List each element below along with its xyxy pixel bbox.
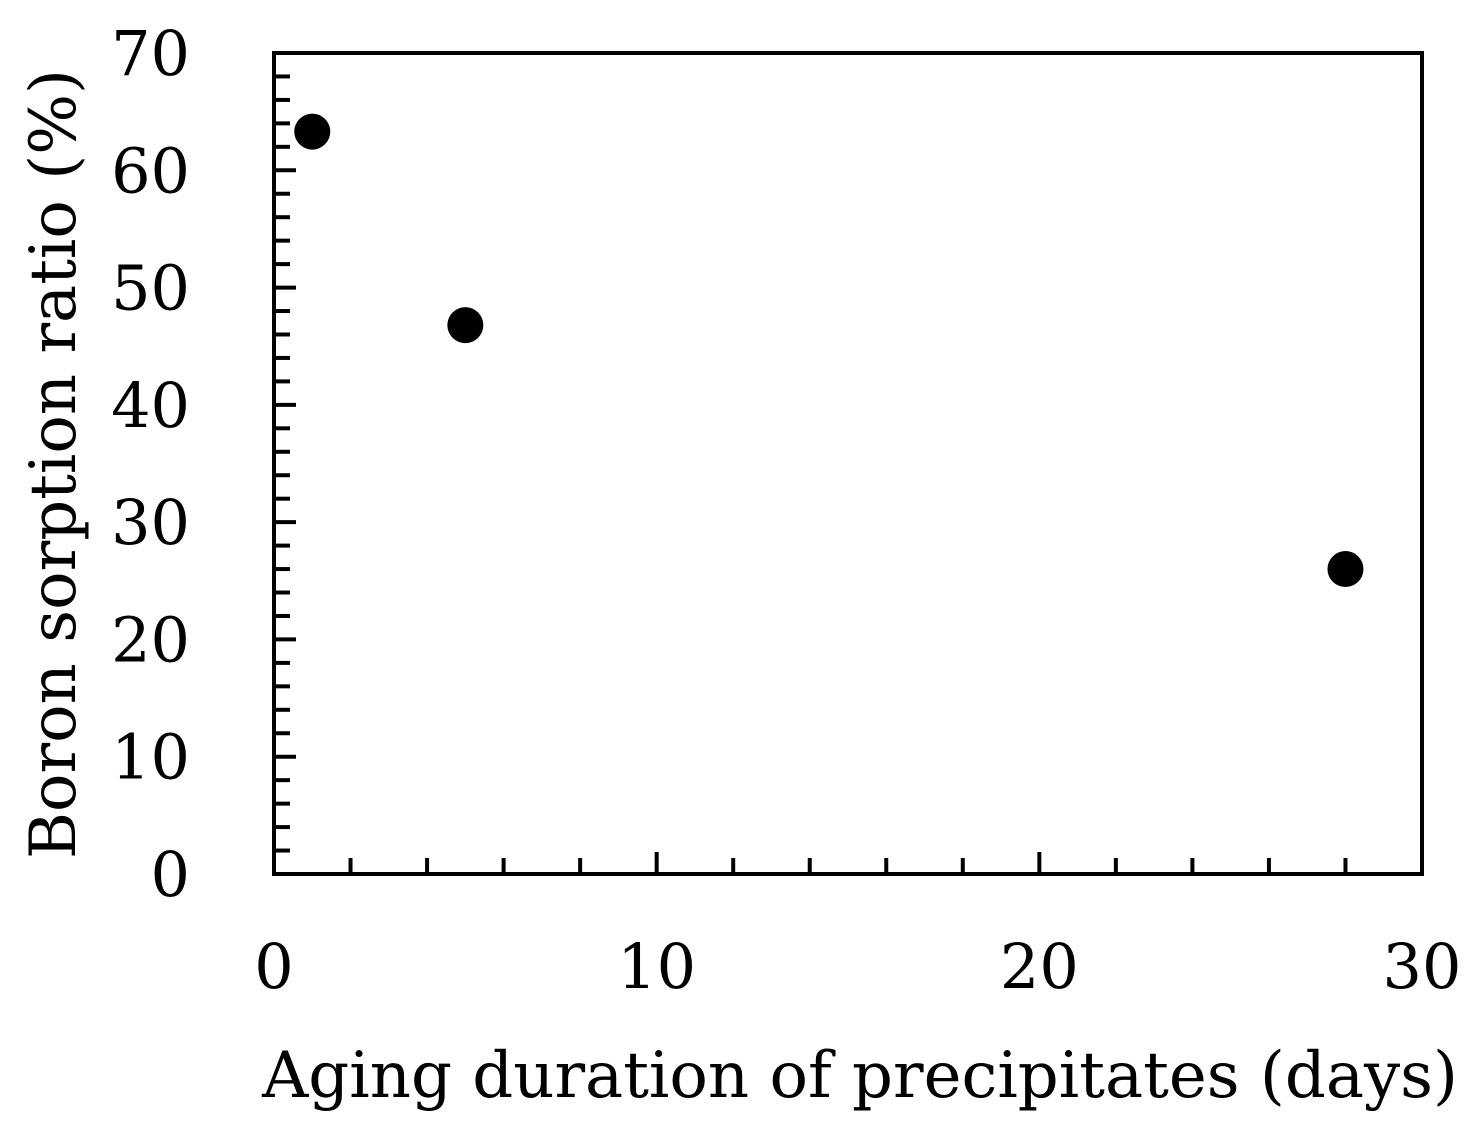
y-tick-label: 30: [111, 486, 190, 559]
data-point: [1327, 551, 1364, 588]
x-tick-labels: 0 10 20 30: [254, 930, 1461, 1003]
x-tick-label: 0: [254, 930, 293, 1003]
x-tick-label: 20: [1000, 930, 1079, 1003]
y-axis-label: Boron sorption ratio (%): [17, 69, 91, 859]
minor-ticks: [274, 74, 1348, 874]
data-point: [447, 307, 484, 344]
y-tick-label: 10: [111, 721, 190, 794]
data-points: [294, 113, 1364, 588]
major-ticks: [272, 51, 1424, 876]
x-axis-label: Aging duration of precipitates (days): [261, 1039, 1458, 1113]
x-tick-label: 30: [1383, 930, 1462, 1003]
y-tick-label: 0: [151, 838, 190, 911]
x-tick-label: 10: [617, 930, 696, 1003]
y-tick-label: 20: [111, 603, 190, 676]
y-tick-label: 50: [111, 252, 190, 325]
y-tick-labels: 0 10 20 30 40 50 60 70: [111, 17, 190, 911]
y-tick-label: 70: [111, 17, 190, 90]
plot-area-frame: [272, 51, 1424, 876]
y-tick-label: 60: [111, 134, 190, 207]
y-tick-label: 40: [111, 369, 190, 442]
data-point: [294, 113, 331, 150]
